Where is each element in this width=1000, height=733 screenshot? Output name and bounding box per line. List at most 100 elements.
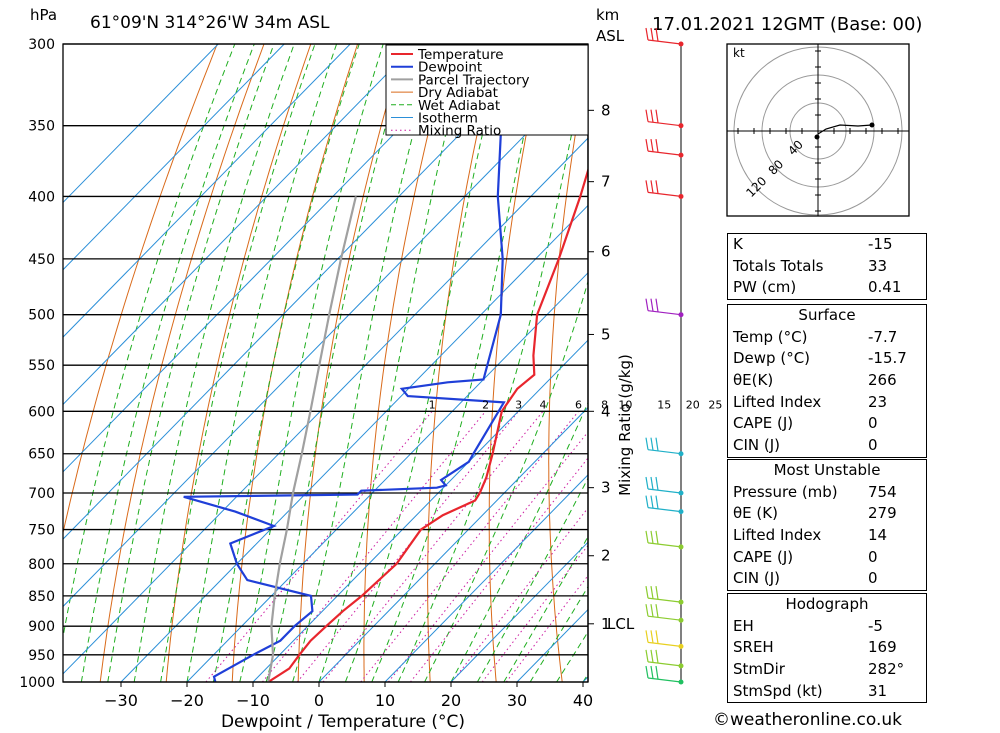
- isotherm-line: [450, 541, 588, 682]
- wind-barb-shaft: [647, 121, 682, 127]
- hodo-row: EH -5: [733, 616, 883, 635]
- wind-barb-flag: [655, 586, 659, 600]
- wet-adiabat-line: [371, 44, 545, 682]
- isotherm-line: [120, 204, 588, 682]
- wind-barb-flag: [650, 27, 654, 41]
- km-tick-label: 5: [601, 325, 611, 343]
- km-label: km: [596, 6, 619, 24]
- wind-barb: [645, 476, 682, 494]
- mixing-ratio-line: [322, 410, 544, 682]
- legend-box: [385, 44, 589, 136]
- wind-barb: [645, 604, 682, 621]
- wind-barb-flag: [645, 604, 649, 617]
- legend-entry: Mixing Ratio: [418, 123, 501, 139]
- wind-barb-flag: [655, 139, 659, 153]
- wind-barb-flag: [655, 476, 659, 491]
- parcel-trajectory-line: [267, 196, 357, 682]
- isotherm-line: [63, 44, 483, 473]
- wind-barb-shaft: [647, 507, 682, 513]
- surface-row: CAPE (J) 0: [733, 414, 878, 433]
- hpa-label: hPa: [30, 6, 57, 24]
- surface-row: Dewp (°C) -15.7: [733, 349, 907, 368]
- wind-level-dot: [678, 544, 684, 550]
- mixing-ratio-line: [388, 431, 588, 682]
- hodograph-table: Hodograph EH -5 SREH 169 StmDir 282° StmSpd…: [727, 593, 927, 704]
- mixing-ratio-axis-label: Mixing Ratio (g/kg): [616, 354, 634, 496]
- km-tick-label: 4: [601, 402, 611, 420]
- isotherm-line: [63, 44, 219, 204]
- hodo-row: StmDir 282°: [733, 660, 905, 679]
- wind-barb-flag: [650, 298, 654, 312]
- wind-barb: [645, 530, 682, 548]
- legend-entry: Dry Adiabat: [418, 85, 498, 101]
- pressure-tick-label: 950: [28, 648, 55, 664]
- wind-barb-flag: [655, 604, 659, 618]
- isotherm-line: [318, 406, 588, 682]
- km-tick-label: 2: [601, 547, 611, 565]
- indices-table: K -15 Totals Totals 33 PW (cm) 0.41: [727, 233, 927, 301]
- wind-barb: [645, 298, 682, 316]
- mixing-ratio-line: [505, 574, 588, 682]
- wind-barb-shaft: [647, 449, 682, 455]
- x-tick-label: 40: [573, 691, 593, 710]
- wind-barb-flag: [645, 649, 649, 662]
- x-tick-label: −20: [170, 691, 204, 710]
- pressure-tick-label: 800: [28, 557, 55, 573]
- wet-adiabat-line: [186, 44, 338, 682]
- mu-row: θE (K) 279: [733, 504, 897, 523]
- pressure-tick-label: 1000: [19, 675, 55, 691]
- dry-adiabat-line: [363, 44, 452, 682]
- wind-barb-shaft: [647, 677, 682, 683]
- dry-adiabat-line: [966, 44, 1000, 682]
- wind-level-dot: [678, 193, 684, 199]
- pressure-tick-label: 900: [28, 619, 55, 635]
- wind-barb-flag: [655, 665, 659, 680]
- wind-barb: [645, 630, 682, 647]
- legend-entry: Dewpoint: [418, 60, 482, 76]
- wind-barb-flag: [650, 649, 654, 663]
- hodo-row: StmSpd (kt) 31: [733, 681, 888, 700]
- mixing-ratio-label: 20: [686, 398, 700, 411]
- wind-barb-flag: [645, 630, 649, 643]
- hodograph-title: Hodograph: [785, 595, 869, 613]
- surface-row: Lifted Index 23: [733, 392, 888, 411]
- most-unstable-title: Most Unstable: [773, 461, 881, 479]
- mixing-ratio-label: 10: [618, 398, 632, 411]
- wet-adiabat-line: [476, 477, 588, 682]
- wet-adiabat-line: [239, 44, 384, 682]
- dewpoint-line: [183, 44, 523, 682]
- mixing-ratio-label: 15: [657, 398, 671, 411]
- hodograph-unit-label: kt: [733, 46, 745, 60]
- legend-entry: Isotherm: [418, 111, 478, 127]
- isotherm-line: [63, 44, 549, 540]
- isotherm-line: [63, 44, 351, 338]
- mixing-ratio-label: 2: [482, 398, 489, 411]
- mixing-ratio-label: 6: [575, 398, 582, 411]
- isotherm-line: [252, 339, 588, 682]
- wind-barb: [645, 180, 682, 197]
- index-row-k: K -15: [733, 235, 893, 253]
- plot-frame: [62, 43, 589, 683]
- pressure-tick-label: 750: [28, 523, 55, 539]
- wind-barb-flag: [645, 586, 649, 599]
- wind-barb-shaft: [647, 150, 682, 156]
- isotherm-line: [63, 44, 417, 406]
- wet-adiabat-line: [80, 44, 255, 682]
- wind-barb-flag: [645, 665, 649, 679]
- km-tick-label: 8: [601, 101, 611, 119]
- surface-title: Surface: [798, 306, 856, 324]
- surface-row: Temp (°C) -7.7: [733, 327, 898, 346]
- km-tick-label: 6: [601, 243, 611, 261]
- wind-barb-shaft: [647, 641, 682, 647]
- wind-barb-flag: [650, 604, 654, 617]
- wind-barb: [645, 139, 682, 156]
- pressure-tick-label: 850: [28, 589, 55, 605]
- dry-adiabat-line: [165, 44, 312, 682]
- wind-barb-flag: [650, 665, 654, 679]
- index-row-pw: PW (cm) 0.41: [733, 278, 902, 297]
- wind-barb-flag: [645, 495, 649, 508]
- pressure-tick-label: 300: [28, 37, 55, 53]
- wet-adiabat-line: [318, 44, 470, 682]
- wet-adiabat-line: [160, 44, 316, 682]
